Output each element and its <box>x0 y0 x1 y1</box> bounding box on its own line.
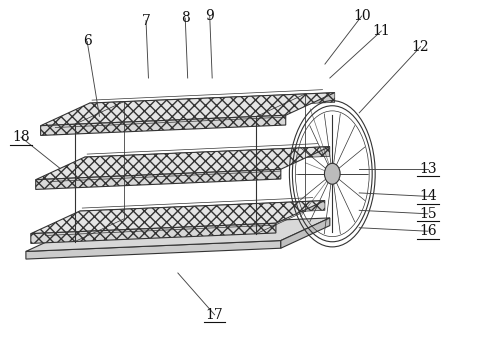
Text: 8: 8 <box>181 11 190 25</box>
Polygon shape <box>40 93 335 126</box>
Text: 6: 6 <box>83 34 92 48</box>
Polygon shape <box>26 218 330 251</box>
Text: 13: 13 <box>419 161 437 176</box>
Polygon shape <box>31 200 325 234</box>
Polygon shape <box>35 169 281 190</box>
Text: 7: 7 <box>141 14 150 27</box>
Polygon shape <box>31 223 276 243</box>
Polygon shape <box>40 115 286 135</box>
Polygon shape <box>80 200 325 221</box>
Text: 11: 11 <box>372 24 390 38</box>
Text: 16: 16 <box>419 224 437 238</box>
Text: 9: 9 <box>206 9 214 23</box>
Text: 10: 10 <box>353 9 371 23</box>
Polygon shape <box>35 147 330 180</box>
Text: 12: 12 <box>412 40 429 54</box>
Polygon shape <box>26 240 281 259</box>
Polygon shape <box>281 218 330 248</box>
Text: 14: 14 <box>419 190 437 203</box>
Text: 15: 15 <box>419 207 437 221</box>
Polygon shape <box>90 93 335 113</box>
Ellipse shape <box>324 163 340 184</box>
Polygon shape <box>85 147 330 167</box>
Text: 17: 17 <box>206 308 223 322</box>
Text: 18: 18 <box>12 130 30 144</box>
